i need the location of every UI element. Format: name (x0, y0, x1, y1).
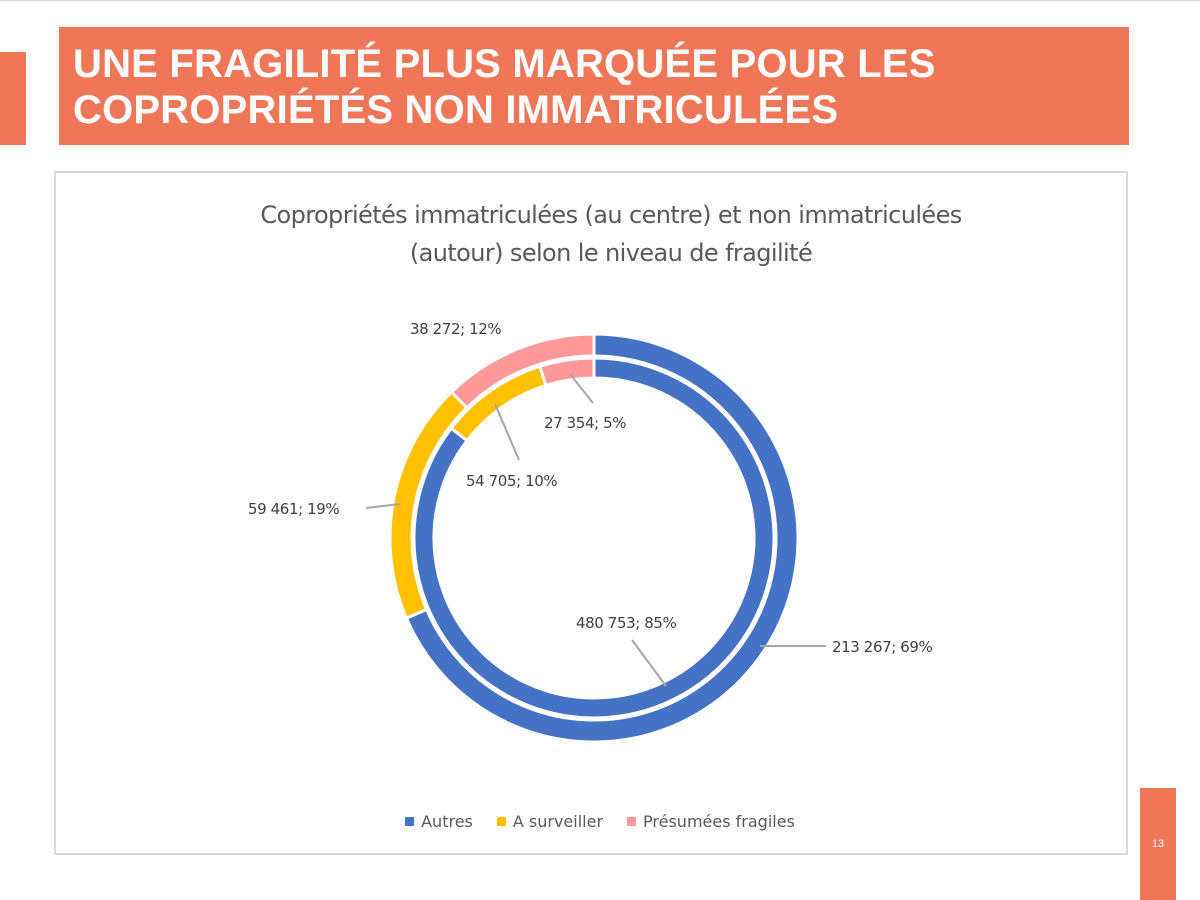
inner-ring-slice-autres (412, 356, 776, 720)
inner-leader-line-a-surveiller (494, 403, 520, 461)
outer-data-label-autres: 213 267; 69% (832, 638, 933, 656)
inner-data-label-a-surveiller: 54 705; 10% (466, 472, 557, 490)
legend-item-a-surveiller: A surveiller (496, 812, 604, 831)
inner-data-label-presumees-fragiles: 27 354; 5% (544, 414, 626, 432)
legend-label: A surveiller (512, 812, 604, 831)
legend-swatch-a-surveiller (496, 817, 506, 826)
legend-item-presumees-fragiles: Présumées fragiles (627, 812, 795, 831)
left-accent-bar (0, 52, 26, 145)
slide-title: UNE FRAGILITÉ PLUS MARQUÉE POUR LES COPR… (73, 42, 936, 132)
legend-item-autres: Autres (405, 812, 473, 831)
chart-legend: Autres A surveiller Présumées fragiles (0, 812, 1200, 831)
page-number: 13 (1151, 838, 1165, 850)
outer-ring-slice-presumees-fragiles (449, 332, 596, 410)
legend-label: Autres (421, 812, 473, 831)
inner-data-label-autres: 480 753; 85% (576, 614, 677, 632)
chart-title: Copropriétés immatriculées (au centre) e… (260, 201, 962, 267)
outer-data-label-presumees-fragiles: 38 272; 12% (410, 320, 501, 338)
outer-leader-line-a-surveiller (365, 503, 401, 509)
legend-label: Présumées fragiles (643, 812, 795, 831)
top-divider (0, 0, 1200, 1)
inner-ring-slice-presumees-fragiles (538, 356, 596, 388)
outer-data-label-a-surveiller: 59 461; 19% (248, 500, 339, 518)
slide-title-banner: UNE FRAGILITÉ PLUS MARQUÉE POUR LES COPR… (59, 27, 1129, 145)
legend-swatch-autres (405, 817, 415, 826)
legend-swatch-presumees-fragiles (627, 817, 637, 826)
page-number-badge: 13 (1140, 788, 1176, 900)
inner-leader-line-presumees-fragiles (569, 373, 594, 404)
inner-leader-line-autres (631, 639, 667, 687)
